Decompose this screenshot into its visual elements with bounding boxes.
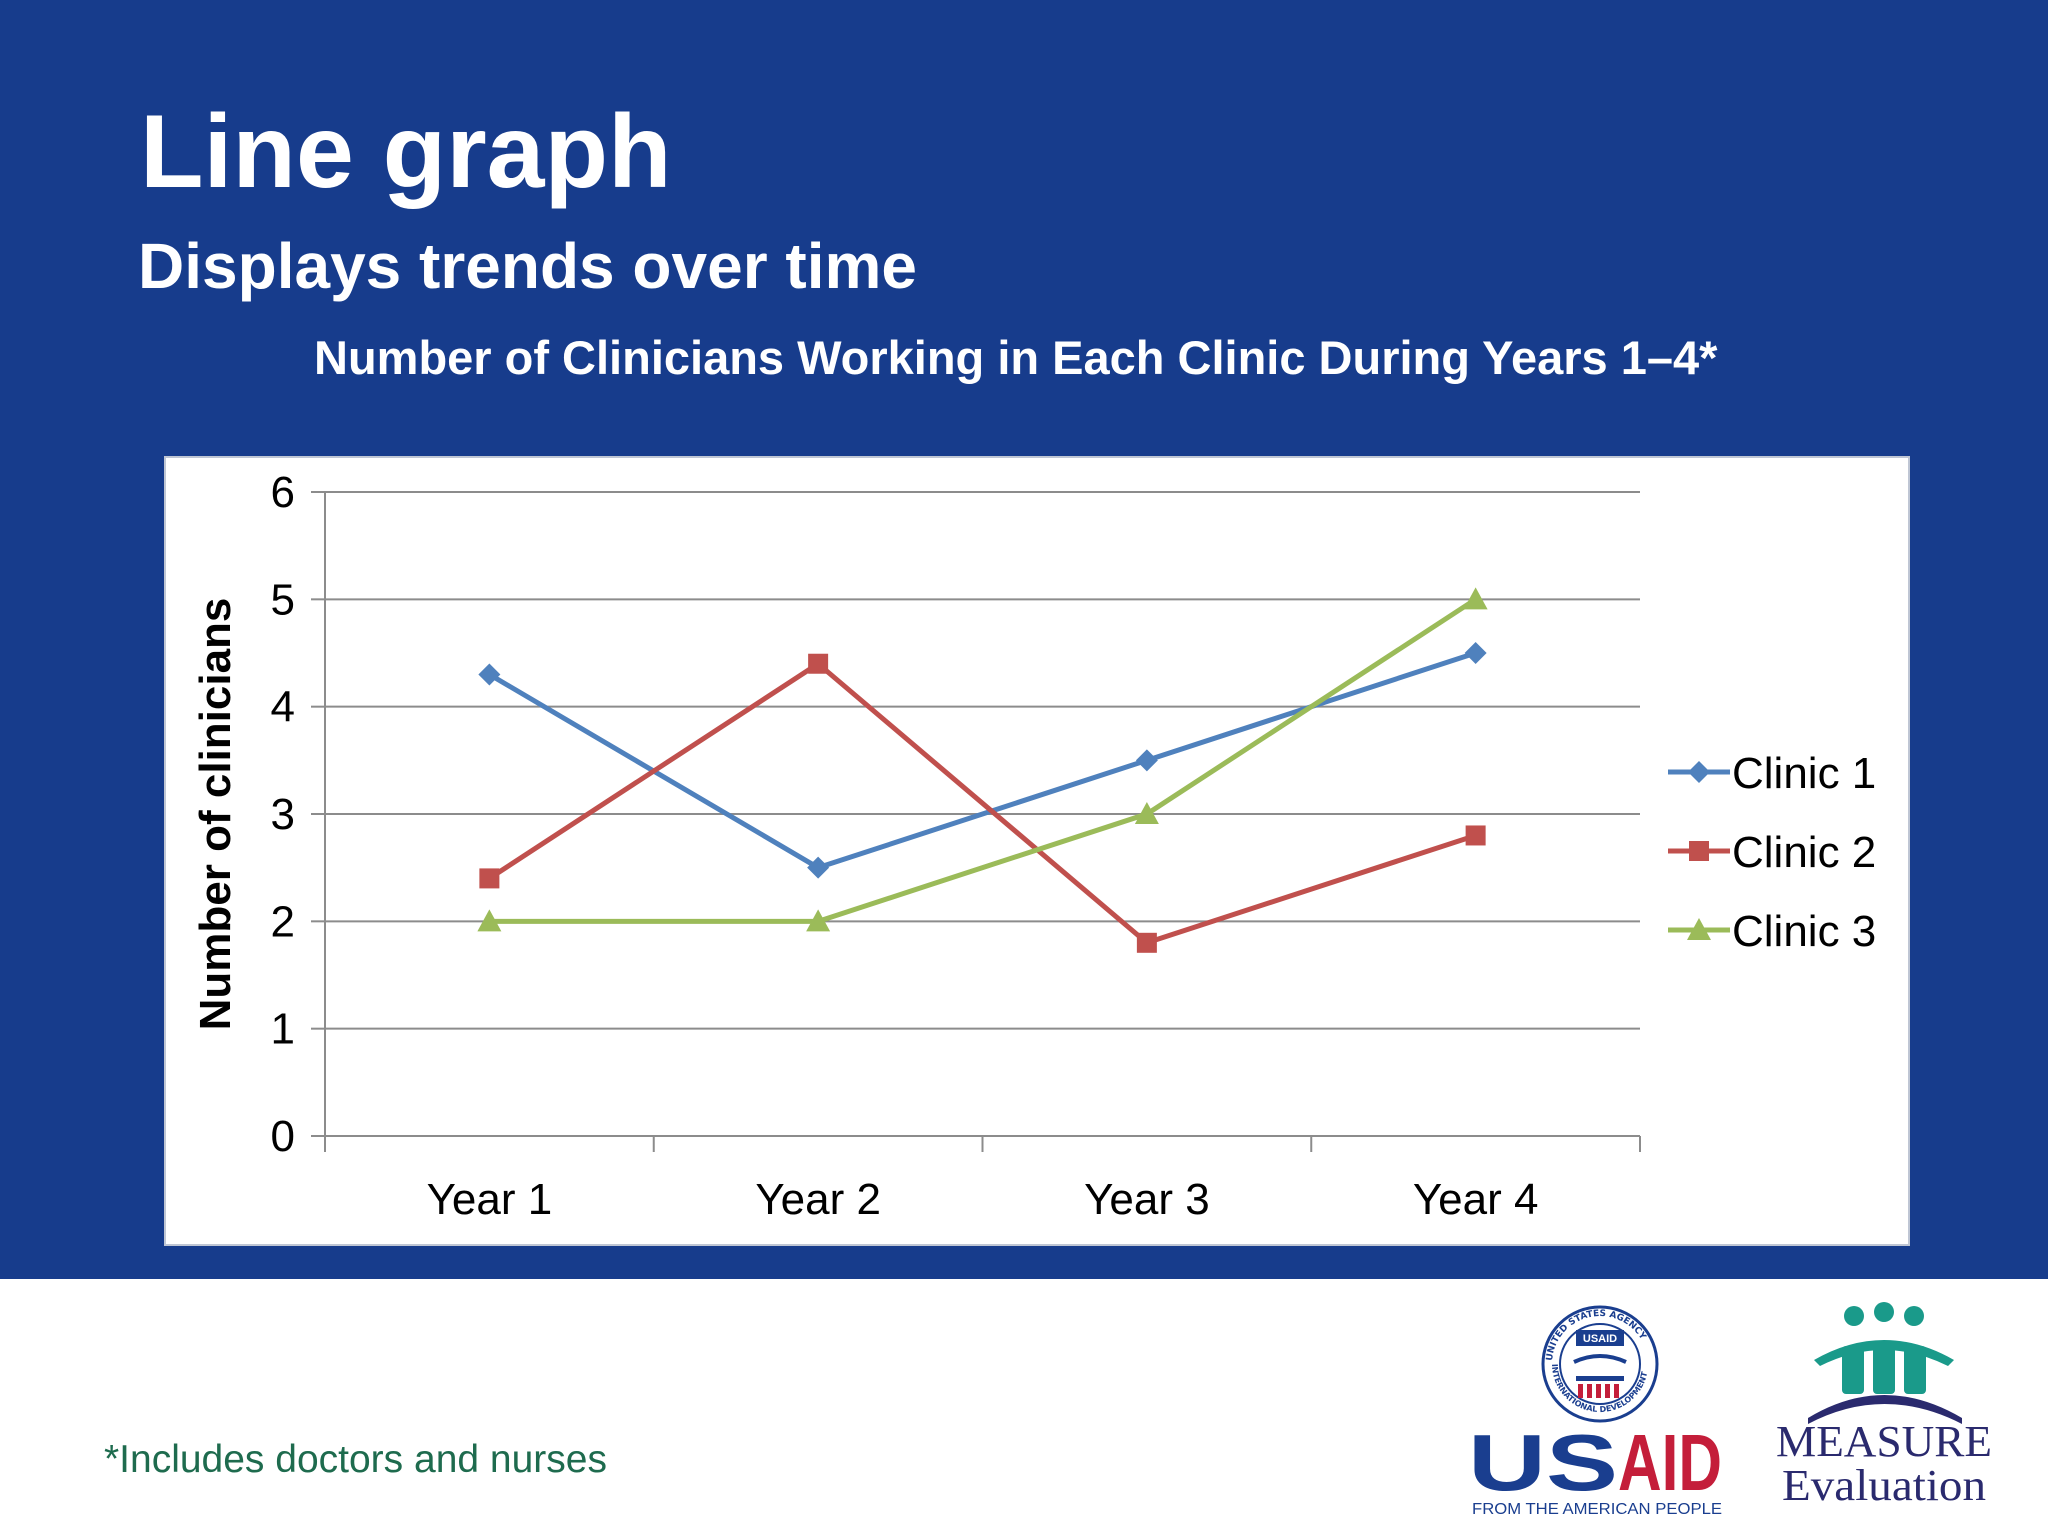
x-tick-label: Year 3 xyxy=(1084,1175,1210,1224)
data-point xyxy=(1464,642,1487,664)
usaid-logo: UNITED STATES AGENCY INTERNATIONAL DEVEL… xyxy=(1468,1305,1722,1518)
y-tick-label: 1 xyxy=(271,1005,295,1054)
legend-label: Clinic 2 xyxy=(1732,828,1876,877)
data-point xyxy=(1465,825,1486,846)
legend-marker xyxy=(1687,918,1711,940)
y-tick-label: 0 xyxy=(271,1112,295,1161)
legend-label: Clinic 3 xyxy=(1732,907,1876,956)
people-icon xyxy=(1814,1302,1954,1394)
data-point xyxy=(1463,587,1488,610)
slide-title: Line graph xyxy=(140,94,672,210)
svg-text:FROM THE AMERICAN PEOPLE: FROM THE AMERICAN PEOPLE xyxy=(1472,1501,1722,1518)
y-tick-label: 3 xyxy=(271,790,295,839)
data-point xyxy=(478,663,501,686)
svg-text:Evaluation: Evaluation xyxy=(1782,1461,1986,1510)
series-line-1 xyxy=(488,650,1477,871)
y-tick-label: 6 xyxy=(271,468,295,517)
y-axis-title: Number of clinicians xyxy=(191,598,240,1031)
data-point xyxy=(807,856,830,879)
legend-marker xyxy=(1688,761,1710,783)
svg-text:MEASURE: MEASURE xyxy=(1776,1417,1992,1466)
data-point xyxy=(1135,749,1158,772)
line-chart: 0 1 2 3 4 5 6 Year 1 Year 2 Year 3 Year 4 Number of… xyxy=(191,468,1876,1224)
svg-text:US: US xyxy=(1468,1418,1618,1507)
x-tick-label: Year 2 xyxy=(755,1175,881,1224)
data-point xyxy=(1134,802,1159,824)
measure-evaluation-logo: MEASURE Evaluation xyxy=(1776,1302,1992,1510)
slide-subtitle: Displays trends over time xyxy=(138,230,917,302)
svg-text:USAID: USAID xyxy=(1583,1333,1617,1345)
chart-title: Number of Clinicians Working in Each Cli… xyxy=(314,331,1718,384)
legend-label: Clinic 1 xyxy=(1732,749,1876,798)
data-point xyxy=(806,909,831,932)
data-point xyxy=(479,868,500,889)
legend-marker xyxy=(1689,841,1709,861)
series-line-3 xyxy=(489,597,1477,924)
usaid-seal-icon: UNITED STATES AGENCY INTERNATIONAL DEVEL… xyxy=(1541,1305,1659,1423)
y-tick-label: 5 xyxy=(271,575,295,624)
data-point xyxy=(477,909,502,932)
footnote: *Includes doctors and nurses xyxy=(104,1438,607,1481)
series-line-2 xyxy=(488,661,1477,946)
data-point xyxy=(1136,932,1157,953)
y-tick-label: 2 xyxy=(271,897,295,946)
data-point xyxy=(808,653,829,674)
svg-text:AID: AID xyxy=(1618,1418,1722,1507)
x-tick-label: Year 1 xyxy=(427,1175,553,1224)
y-tick-label: 4 xyxy=(271,683,295,732)
x-tick-label: Year 4 xyxy=(1413,1175,1539,1224)
